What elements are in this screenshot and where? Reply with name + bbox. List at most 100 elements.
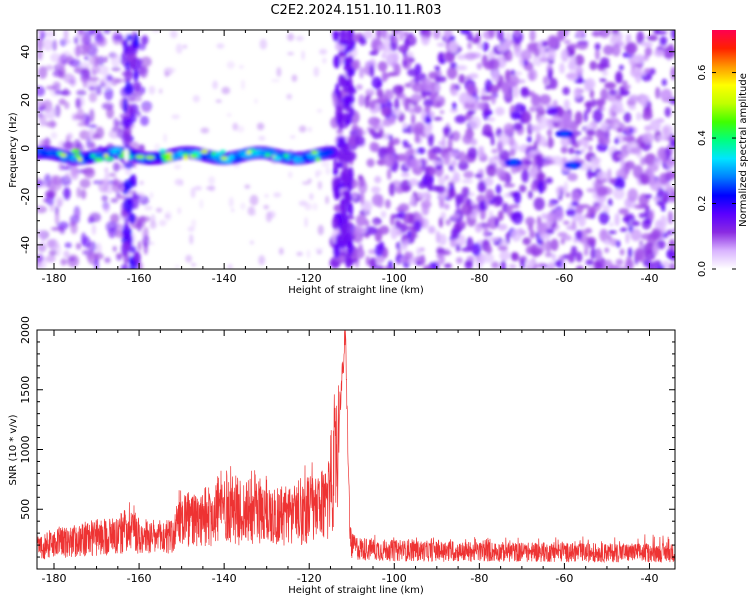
spectrogram-blob [376,88,384,98]
spectrogram-blob [263,205,270,210]
spectrogram-blob [189,234,194,245]
spectrogram-blob [386,168,392,180]
spectrogram-blob [307,126,313,133]
spectrogram-blob [568,147,575,155]
spectrogram-blob [538,104,544,112]
spectrogram-blob [653,196,662,202]
spectrogram-blob [546,211,556,223]
spectrogram-blob [349,106,355,118]
spectrogram-blob [50,226,63,231]
spectrogram-blob [488,210,493,218]
spectrogram-blob [594,42,601,51]
colorbar-label: Normalized spectral amplitude [738,73,749,227]
spectrogram-blob [631,220,641,227]
spectrogram-blob [369,64,375,78]
spectrogram-blob [413,127,423,137]
spectrogram-blob [171,114,180,120]
spectrogram-blob [421,90,432,96]
spectrogram-blob [464,52,477,61]
spectrogram-blob [410,228,417,240]
spectrogram-blob [491,148,498,154]
spectrogram-blob [487,237,500,242]
x-tick-label: -180 [42,572,67,585]
signal-blob [272,156,282,161]
spectrogram-blob [659,36,668,46]
spectrogram-blob [647,163,659,173]
spectrogram-blob [115,252,124,258]
spectrogram-blob [139,180,144,185]
spectrogram-blob [455,257,463,264]
spectrogram-blob [652,242,659,256]
spectrogram-blob [668,250,675,261]
spectrogram-blob [513,122,523,131]
spectrogram-blob [621,80,628,86]
spectrogram-blob [236,125,245,133]
spectrogram-blob [509,160,518,165]
spectrogram-blob [661,78,667,87]
signal-blob [200,149,209,154]
spectrogram-blob [530,125,536,130]
spectrogram-blob [104,257,111,264]
spectrogram-blob [448,40,459,54]
spectrogram-blob [199,199,204,209]
signal-blob [182,152,189,157]
y-tick-label: 500 [19,499,32,520]
spectrogram-blob [69,59,81,68]
spectrogram-blob [596,171,609,180]
spectrogram-blob [427,225,436,234]
signal-blob [145,155,156,160]
spectrogram-blob [151,30,161,33]
spectrogram-blob [333,157,338,172]
spectrogram-blob [91,224,96,235]
spectrogram-blob [521,110,532,124]
spectrogram-blob [113,117,118,128]
spectrogram-blob [366,158,375,168]
spectrogram-blob [668,43,675,56]
spectrogram-blob [494,195,504,206]
spectrogram-blob [155,207,163,213]
spectrogram-blob [57,198,62,208]
signal-blob [103,153,109,158]
spectrogram-blob [80,189,87,200]
snr-x-ticks: -180 -160 -140 -120 -100 -80 -60 -40 [42,330,658,585]
spectrogram-blob [568,163,577,168]
spectrogram-blob [374,175,382,184]
spectrogram-blob [104,167,109,173]
spectrogram-blob [497,245,508,251]
spectrogram-blob [561,112,572,127]
spectrogram-blob [562,235,572,241]
spectrogram-blob [455,65,468,71]
spectrogram-blob [139,216,151,222]
spectrogram-blob [340,140,346,147]
spectrogram-blob [643,68,652,73]
spectrogram-blob [141,104,152,114]
spectrogram-blob [256,122,265,131]
spectrogram-blob [380,107,392,117]
spectrogram-blob [347,84,356,95]
spectrogram-blob [438,216,444,228]
spectrogram-blob [546,128,553,137]
spectrogram-blob [464,260,474,265]
spectrogram-blob [44,106,57,120]
spectrogram-blob [39,113,47,127]
spectrogram-blob [616,240,621,248]
spectrogram-blob [437,176,446,185]
spectrogram-blob [348,202,354,217]
signal-blob [246,150,251,155]
spectrogram-blob [529,230,536,239]
spectrogram-blob [132,81,142,92]
spectrogram-blob [567,252,574,263]
spectrogram-blob [335,83,340,96]
spectrogram-blob [158,219,167,227]
spectrogram-blob [249,240,254,245]
spectrogram-blob [133,33,139,48]
signal-blob [135,154,145,159]
spectrogram-y-ticks: -40 -20 0 20 40 [19,39,675,258]
spectrogram-blob [407,230,412,237]
spectrogram-blob [94,257,99,269]
spectrogram-blob [562,86,570,96]
snr-plot-area [37,330,675,569]
spectrogram-blob [383,153,396,167]
spectrogram-blob [443,263,452,269]
spectrogram-blob [343,99,350,108]
